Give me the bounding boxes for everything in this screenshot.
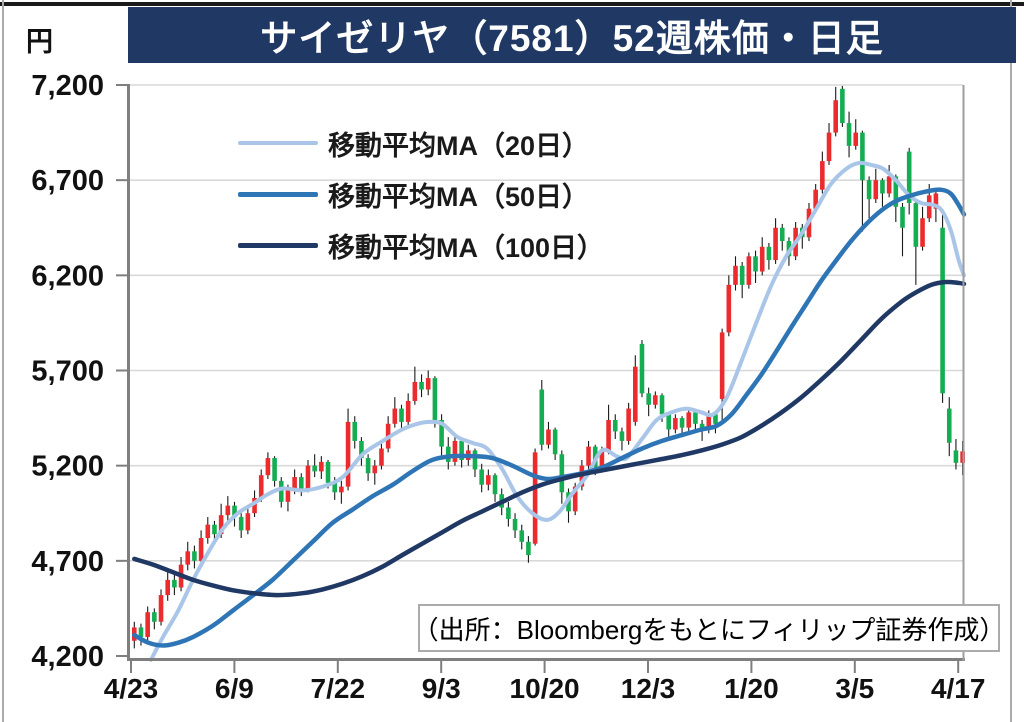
svg-text:5,700: 5,700 bbox=[31, 356, 104, 388]
ma50-legend-label: 移動平均MA（50日） bbox=[328, 181, 590, 212]
svg-text:10/20: 10/20 bbox=[510, 673, 580, 704]
figure-top-border bbox=[0, 2, 1024, 6]
figure-left-border bbox=[2, 0, 4, 722]
legend-item-ma20: 移動平均MA（20日） bbox=[238, 122, 604, 164]
svg-text:5,200: 5,200 bbox=[31, 451, 104, 483]
ma50-line-swatch bbox=[238, 191, 318, 197]
svg-text:4/17: 4/17 bbox=[931, 673, 986, 704]
legend-item-ma100: 移動平均MA（100日） bbox=[238, 224, 604, 266]
svg-text:7/22: 7/22 bbox=[311, 673, 366, 704]
svg-text:6,700: 6,700 bbox=[31, 165, 104, 197]
source-note-box: （出所：Bloombergをもとにフィリップ証券作成） bbox=[413, 604, 1005, 652]
svg-text:4,200: 4,200 bbox=[31, 641, 104, 673]
source-note-text: （出所：Bloombergをもとにフィリップ証券作成） bbox=[412, 614, 1006, 645]
legend-item-ma50: 移動平均MA（50日） bbox=[238, 173, 604, 215]
chart-title: サイゼリヤ（7581）52週株価・日足 bbox=[260, 18, 884, 59]
figure-right-border bbox=[1010, 0, 1012, 722]
ma20-line-swatch bbox=[238, 141, 318, 145]
ma100-legend-label: 移動平均MA（100日） bbox=[328, 232, 605, 263]
svg-text:7,200: 7,200 bbox=[31, 70, 104, 102]
svg-text:4,700: 4,700 bbox=[31, 546, 104, 578]
svg-text:9/3: 9/3 bbox=[422, 673, 461, 704]
ma20-legend-label: 移動平均MA（20日） bbox=[328, 130, 590, 161]
ma100-line-swatch bbox=[238, 242, 318, 248]
svg-text:3/5: 3/5 bbox=[835, 673, 874, 704]
y-axis-unit-label: 円 bbox=[26, 27, 53, 57]
svg-text:6/9: 6/9 bbox=[215, 673, 254, 704]
svg-text:6,200: 6,200 bbox=[31, 260, 104, 292]
legend: 移動平均MA（20日） 移動平均MA（50日） 移動平均MA（100日） bbox=[238, 122, 604, 275]
svg-text:12/3: 12/3 bbox=[621, 673, 676, 704]
chart-title-bar: サイゼリヤ（7581）52週株価・日足 bbox=[128, 7, 1016, 63]
svg-text:1/20: 1/20 bbox=[724, 673, 779, 704]
svg-text:4/23: 4/23 bbox=[104, 673, 159, 704]
